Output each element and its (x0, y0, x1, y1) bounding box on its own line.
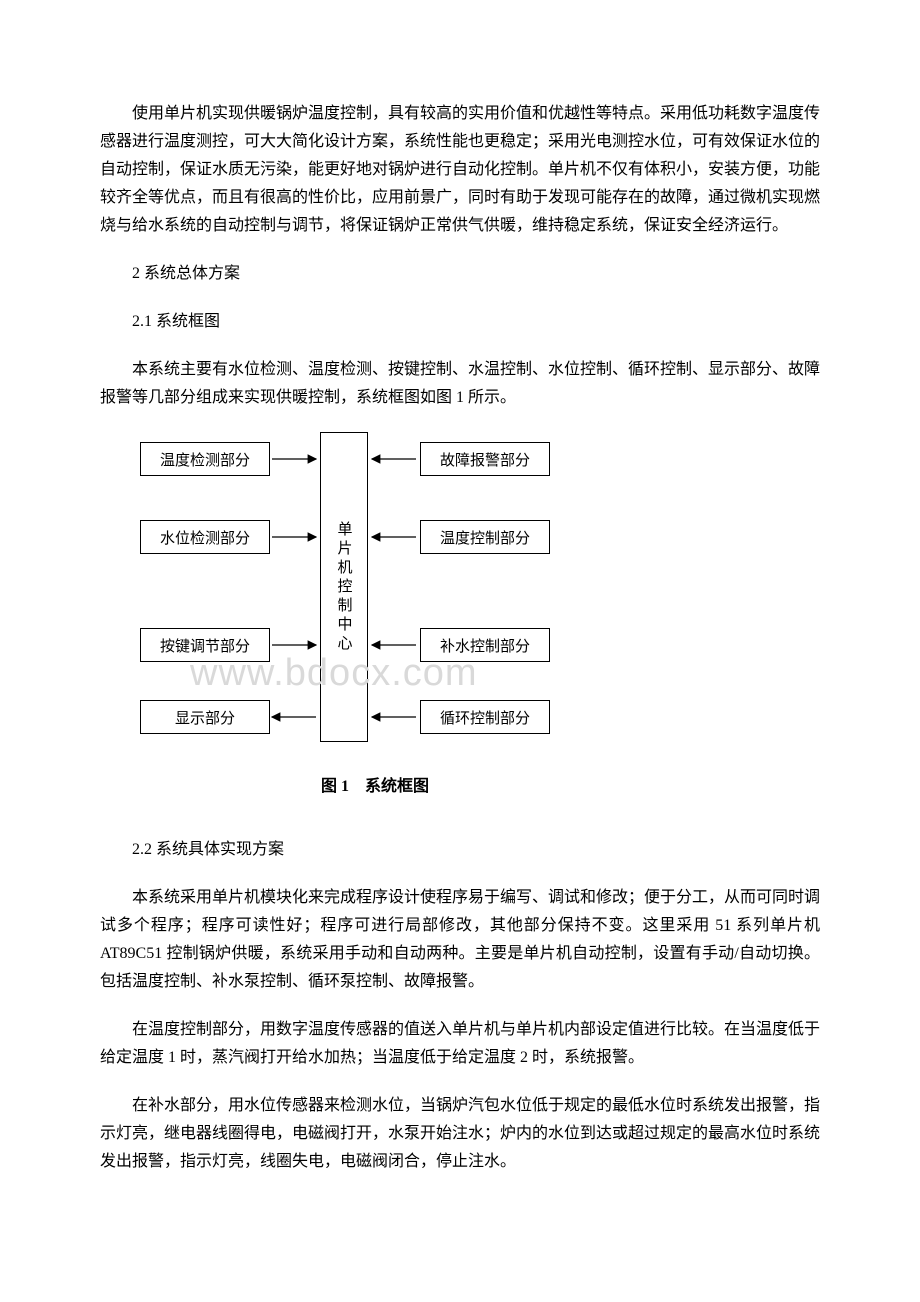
center-label: 单片机控制中心 (334, 521, 355, 654)
box-temp-control: 温度控制部分 (420, 520, 550, 554)
figure-caption: 图 1 系统框图 (0, 772, 820, 796)
figure-block-diagram: 温度检测部分 水位检测部分 按键调节部分 显示部分 单片机控制中心 故障报警部分… (120, 432, 680, 752)
paragraph-1: 使用单片机实现供暖锅炉温度控制，具有较高的实用价值和优越性等特点。采用低功耗数字… (100, 100, 820, 240)
paragraph-4: 在温度控制部分，用数字温度传感器的值送入单片机与单片机内部设定值进行比较。在当温… (100, 1016, 820, 1072)
paragraph-5: 在补水部分，用水位传感器来检测水位，当锅炉汽包水位低于规定的最低水位时系统发出报… (100, 1092, 820, 1176)
box-alarm: 故障报警部分 (420, 442, 550, 476)
box-temp-detect: 温度检测部分 (140, 442, 270, 476)
paragraph-3: 本系统采用单片机模块化来完成程序设计使程序易于编写、调试和修改；便于分工，从而可… (100, 884, 820, 996)
heading-2-2: 2.2 系统具体实现方案 (100, 836, 820, 864)
box-water-control: 补水控制部分 (420, 628, 550, 662)
box-cycle-control: 循环控制部分 (420, 700, 550, 734)
paragraph-2: 本系统主要有水位检测、温度检测、按键控制、水温控制、水位控制、循环控制、显示部分… (100, 356, 820, 412)
box-mcu-center: 单片机控制中心 (320, 432, 368, 742)
heading-2-1: 2.1 系统框图 (100, 308, 820, 336)
heading-2: 2 系统总体方案 (100, 260, 820, 288)
box-display: 显示部分 (140, 700, 270, 734)
box-water-detect: 水位检测部分 (140, 520, 270, 554)
box-keypad: 按键调节部分 (140, 628, 270, 662)
